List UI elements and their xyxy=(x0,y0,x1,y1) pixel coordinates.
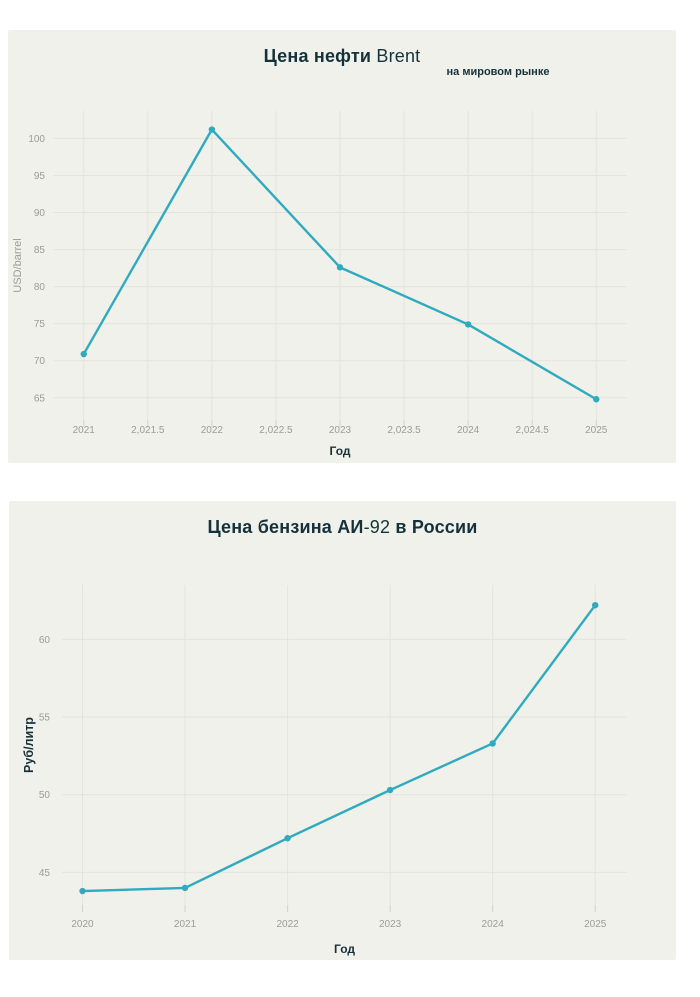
x-tick-label: 2,022.5 xyxy=(259,425,293,436)
y-tick-label: 65 xyxy=(34,393,46,404)
y-axis-label: USD/barrel xyxy=(12,238,24,292)
data-point xyxy=(80,350,87,358)
x-tick-label: 2024 xyxy=(482,919,505,930)
data-point xyxy=(593,396,600,403)
brent-chart-subtitle: на мировом рынке xyxy=(446,66,550,78)
brent-price-plot: 65 70 75 80 85 90 95 100 2021 2,021.5 2022 2,022.5 2… xyxy=(12,111,627,458)
title-segment: -92 xyxy=(363,517,391,537)
x-tick-label: 2021 xyxy=(174,919,197,930)
y-tick-label: 60 xyxy=(39,635,51,646)
x-tick-label: 2023 xyxy=(379,919,402,930)
x-tick-label: 2025 xyxy=(585,425,608,436)
data-point xyxy=(284,835,291,842)
gasoline-chart-title: Цена бензина АИ-92 в России xyxy=(9,516,676,538)
x-tick-label: 2020 xyxy=(71,919,94,930)
title-segment: Цена бензина АИ xyxy=(207,517,364,537)
data-point xyxy=(386,786,394,794)
y-tick-label: 95 xyxy=(34,171,46,182)
y-tick-label: 45 xyxy=(39,868,51,879)
x-tick-label: 2,021.5 xyxy=(131,425,165,436)
y-tick-label: 80 xyxy=(34,282,46,293)
y-tick-label: 90 xyxy=(34,208,46,219)
data-point xyxy=(592,601,599,609)
data-point xyxy=(489,740,496,747)
gasoline-price-plot: 45 50 55 60 2020 2021 2022 2023 2024 2025 Год Руб/л… xyxy=(22,585,627,956)
data-point xyxy=(464,321,472,328)
y-tick-label: 100 xyxy=(28,134,45,145)
data-point xyxy=(181,884,189,892)
title-segment: в России xyxy=(390,517,478,537)
title-segment: Brent xyxy=(371,46,421,66)
y-axis-label: Руб/литр xyxy=(22,717,36,773)
x-axis-label: Год xyxy=(334,942,355,956)
y-tick-label: 50 xyxy=(39,790,51,801)
y-tick-label: 55 xyxy=(39,713,51,724)
title-segment: Цена нефти xyxy=(263,46,372,66)
x-tick-label: 2025 xyxy=(584,919,607,930)
y-tick-label: 70 xyxy=(34,356,46,367)
y-tick-label: 75 xyxy=(34,319,46,330)
gasoline-price-chart-card: Цена бензина АИ-92 в России 45 50 55 60 2020… xyxy=(9,501,676,960)
x-tick-label: 2022 xyxy=(276,919,299,930)
data-point xyxy=(208,126,216,133)
x-tick-label: 2024 xyxy=(457,425,480,436)
x-tick-label: 2021 xyxy=(73,425,96,436)
x-tick-label: 2,023.5 xyxy=(387,425,421,436)
data-point xyxy=(79,887,86,895)
x-tick-label: 2022 xyxy=(201,425,224,436)
brent-price-chart-card: Цена нефти Brent на мировом рынке 65 70 75… xyxy=(8,30,676,463)
brent-chart-title: Цена нефти Brent xyxy=(8,45,676,67)
x-axis-label: Год xyxy=(330,444,351,458)
y-tick-label: 85 xyxy=(34,245,46,256)
x-tick-label: 2,024.5 xyxy=(516,425,550,436)
x-tick-label: 2023 xyxy=(329,425,352,436)
price-line-series xyxy=(81,603,597,893)
data-point xyxy=(336,264,344,271)
